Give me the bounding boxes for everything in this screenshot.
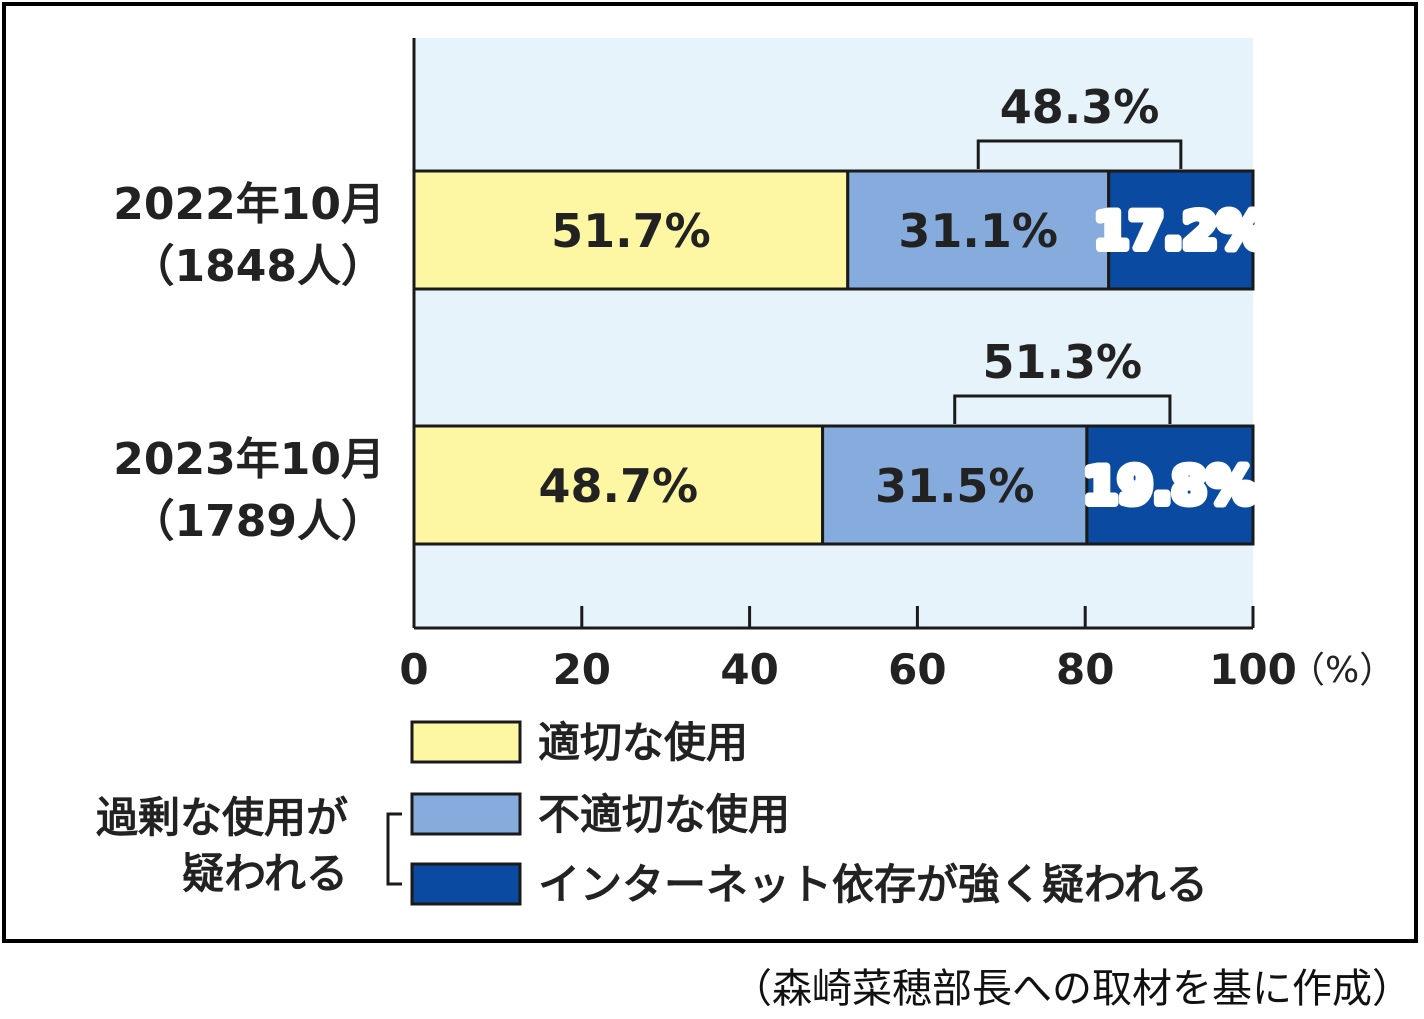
bracket-2 xyxy=(953,394,1172,424)
bar-1-series-3 xyxy=(1107,169,1255,291)
data-label-2-series-2: 31.5% xyxy=(875,459,1035,513)
chart: 51.7% 31.1% 17.2% 48.3% 2022年10月 （1848人） 48.7%… xyxy=(96,38,1395,909)
bar-1-series-2 xyxy=(846,169,1111,291)
category-sublabel-2: （1789人） xyxy=(131,496,385,547)
data-label-1-series-1: 51.7% xyxy=(551,204,711,258)
x-tick-label-0: 0 xyxy=(399,645,428,694)
category-sublabel-1: （1848人） xyxy=(131,241,385,292)
x-tick-label-20: 20 xyxy=(553,645,611,694)
legend-group-label-line2: 疑われる xyxy=(182,849,348,898)
x-tick-label-60: 60 xyxy=(888,645,946,694)
chart-frame: 51.7% 31.1% 17.2% 48.3% 2022年10月 （1848人） 48.7%… xyxy=(2,2,1418,943)
x-axis-unit: （%） xyxy=(1289,650,1395,691)
legend-group-label-line1: 過剰な使用が xyxy=(96,793,348,842)
legend-swatch-3 xyxy=(410,862,522,906)
x-tick-label-80: 80 xyxy=(1056,645,1114,694)
data-label-1-series-2: 31.1% xyxy=(898,204,1058,258)
legend-label-1: 適切な使用 xyxy=(538,718,748,767)
legend-swatch-2 xyxy=(410,792,522,836)
legend-label-2: 不適切な使用 xyxy=(538,790,790,839)
legend-swatch-1 xyxy=(410,720,522,764)
x-tick-label-100: 100 xyxy=(1209,645,1297,694)
x-tick-label-40: 40 xyxy=(720,645,778,694)
bar-1-series-1 xyxy=(412,169,850,291)
bracket-label-1: 48.3% xyxy=(1000,80,1160,134)
bar-2-series-2 xyxy=(821,424,1089,546)
data-label-2-series-3: 19.8% xyxy=(1083,457,1256,515)
bracket-1 xyxy=(976,139,1183,169)
bracket-label-2: 51.3% xyxy=(983,335,1143,389)
data-label-2-series-1: 48.7% xyxy=(538,459,698,513)
category-label-1: 2022年10月 xyxy=(113,179,385,230)
category-label-2: 2023年10月 xyxy=(113,434,385,485)
legend-label-3: インターネット依存が強く疑われる xyxy=(538,860,1208,909)
data-label-1-series-3: 17.2% xyxy=(1094,202,1267,260)
bar-2-series-3 xyxy=(1085,424,1255,546)
legend-group-bracket xyxy=(386,812,402,886)
source-note: （森崎菜穂部長への取材を基に作成） xyxy=(732,966,1412,1012)
